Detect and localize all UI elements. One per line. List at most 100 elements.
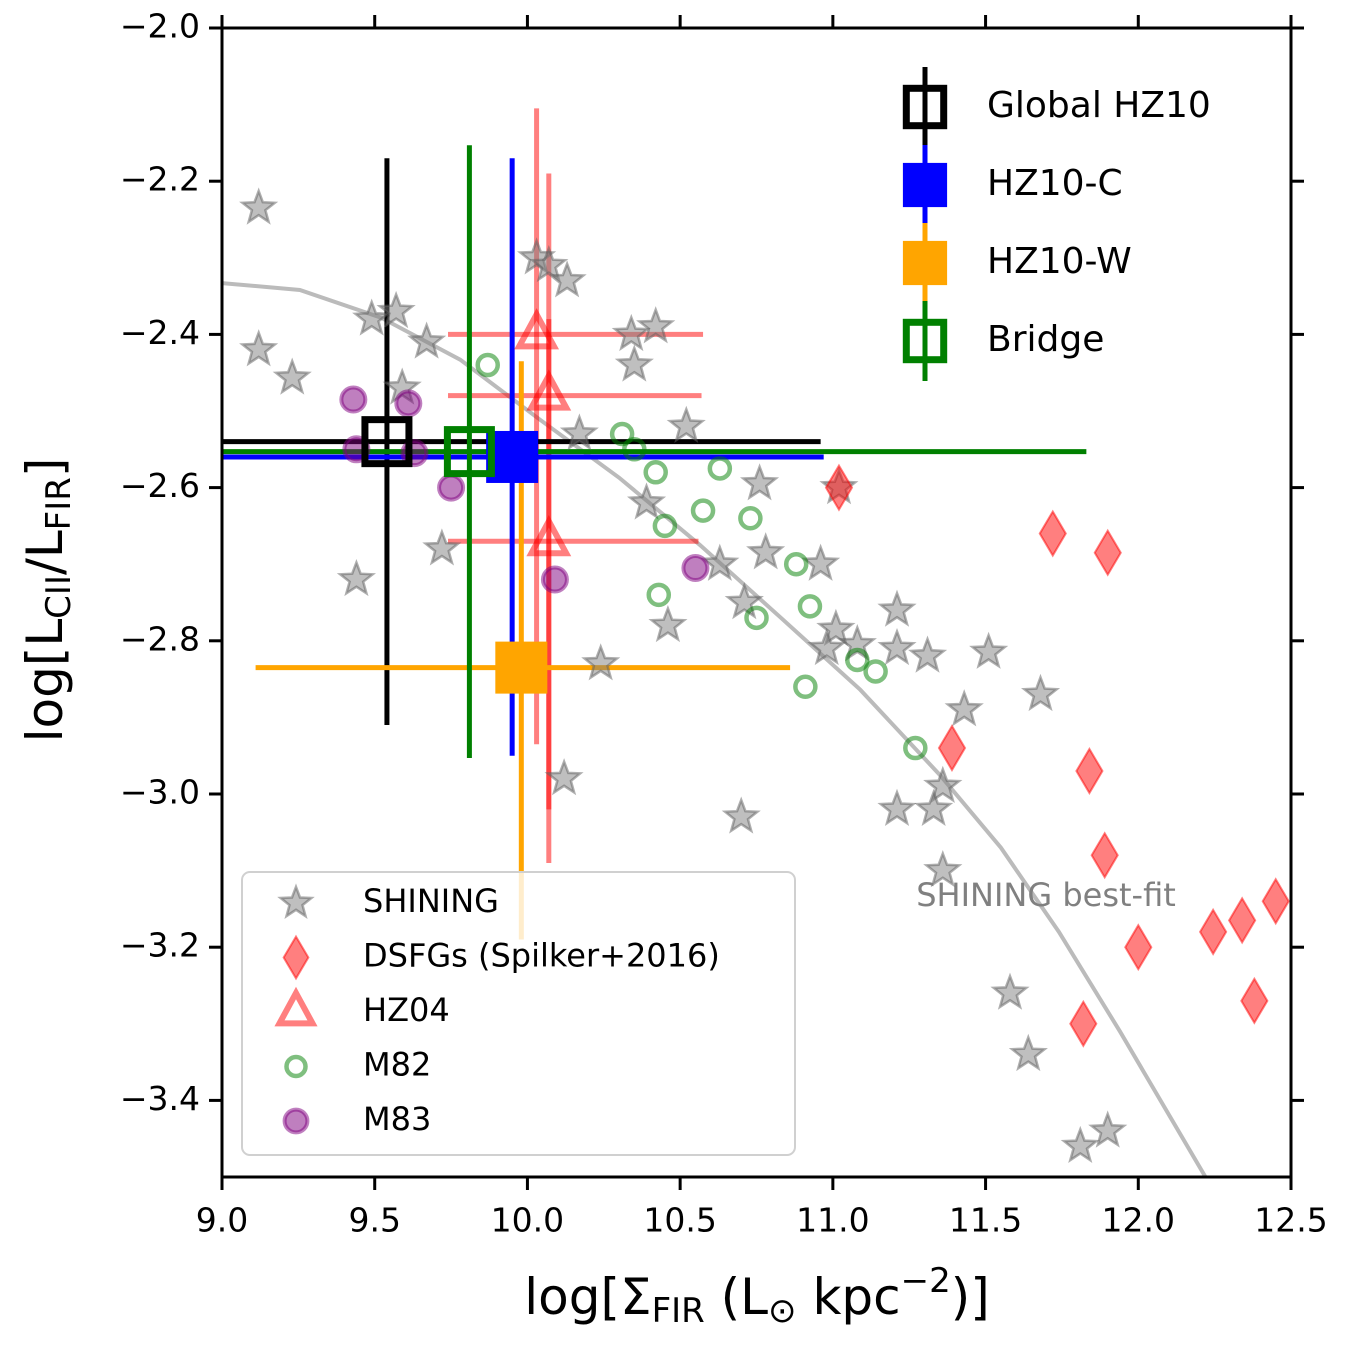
star-marker — [648, 604, 688, 643]
diamond-marker — [282, 934, 310, 981]
star-marker — [272, 357, 312, 395]
x-label-part: (L — [705, 1268, 768, 1326]
legend-label: DSFGs (Spilker+2016) — [363, 937, 720, 975]
y-label-part: log[L — [16, 619, 74, 743]
square-marker — [443, 426, 495, 478]
annotation: SHINING best-fit — [916, 876, 1176, 914]
diamond-marker — [1038, 509, 1067, 558]
circle-marker — [339, 385, 368, 414]
legend-label: M82 — [363, 1046, 431, 1084]
circle-marker — [646, 582, 672, 608]
x-tick-label: 10.0 — [491, 1201, 564, 1240]
y-tick-label: −2.2 — [120, 160, 200, 199]
legend-label: SHINING — [363, 882, 499, 920]
star-marker — [923, 765, 963, 803]
diamond-marker — [937, 724, 967, 773]
y-label-part: /L — [16, 530, 74, 575]
triangle-marker — [526, 369, 572, 411]
y-label-part: ] — [16, 458, 74, 478]
star-marker — [239, 187, 279, 225]
star-marker — [990, 972, 1030, 1010]
square-marker — [361, 416, 413, 468]
diamond-marker — [1198, 907, 1228, 956]
star-marker — [614, 344, 654, 382]
y-tick-label: −2.6 — [120, 466, 200, 505]
star-marker — [422, 528, 462, 566]
star-marker — [611, 313, 651, 352]
star-marker — [877, 627, 917, 666]
y-tick-label: −3.2 — [120, 926, 200, 965]
circle-marker — [622, 437, 647, 462]
star-marker — [376, 290, 416, 329]
diamond-marker — [1227, 896, 1257, 945]
star-marker — [336, 558, 376, 597]
legend-label: M83 — [363, 1100, 431, 1138]
star-marker — [801, 543, 841, 581]
x-label-part: kpc — [797, 1268, 901, 1326]
x-tick-label: 11.5 — [949, 1201, 1022, 1240]
axes-frame — [220, 26, 1293, 1179]
square-marker — [902, 162, 948, 208]
x-tick-label: 10.5 — [643, 1201, 716, 1240]
star-marker — [529, 244, 569, 283]
x-label-part: log[Σ — [524, 1268, 651, 1326]
star-marker — [700, 543, 740, 581]
diamond-marker — [1124, 923, 1153, 972]
star-marker — [559, 413, 599, 451]
star-marker — [877, 788, 917, 826]
star-marker — [908, 635, 948, 673]
star-marker — [724, 581, 764, 620]
star-marker — [1008, 1033, 1048, 1072]
circle-marker — [394, 389, 423, 418]
star-marker — [1088, 1110, 1128, 1148]
triangle-marker — [514, 308, 560, 350]
x-tick-label: 12.5 — [1254, 1201, 1327, 1240]
square-marker — [902, 318, 948, 364]
y-tick-label: −3.4 — [120, 1079, 200, 1118]
star-marker — [740, 463, 780, 501]
y-label-sub: FIR — [39, 477, 79, 530]
star-marker — [547, 260, 587, 298]
x-label-sub: ⊙ — [768, 1291, 797, 1331]
circle-marker — [744, 605, 769, 631]
circle-marker — [707, 456, 733, 481]
star-marker — [837, 624, 877, 662]
plot-area — [222, 108, 1290, 1177]
star-marker — [1060, 1125, 1100, 1164]
legend-label: Bridge — [987, 319, 1104, 360]
y-tick-label: −2.8 — [120, 619, 200, 658]
y-tick-label: −3.0 — [120, 773, 200, 812]
star-marker — [407, 321, 447, 359]
circle-marker — [863, 659, 888, 684]
star-marker — [807, 627, 847, 666]
triangle-marker — [274, 986, 318, 1027]
x-tick-label: 9.5 — [348, 1201, 400, 1240]
circle-marker — [437, 473, 466, 502]
star-marker — [923, 850, 963, 888]
diamond-marker — [1093, 528, 1122, 577]
x-axis-label: log[ΣFIR (L⊙ kpc−2)] — [524, 1261, 990, 1331]
star-marker — [581, 643, 621, 681]
star-marker — [816, 608, 856, 646]
legend-label: Global HZ10 — [987, 85, 1211, 126]
star-marker — [877, 589, 917, 627]
diamond-marker — [1240, 976, 1269, 1025]
star-marker — [944, 689, 984, 727]
fit-line — [222, 281, 1208, 1177]
star-marker — [352, 298, 392, 336]
star-marker — [277, 883, 315, 919]
square-marker — [495, 641, 548, 694]
circle-marker — [282, 1107, 310, 1135]
circle-marker — [783, 551, 809, 577]
ticks: 9.0 9.5 10.0 10.5 11.0 11.5 12.0 12.5 −2.0 −2.2 −2… — [120, 7, 1328, 1240]
triangle-marker — [526, 514, 572, 557]
circle-marker — [845, 647, 870, 673]
legend: SHINING DSFGs (Spilker+2016) HZ04 M82 M83 Glo… — [274, 67, 1211, 1138]
circle-marker — [681, 554, 710, 583]
circle-marker — [738, 505, 763, 531]
star-marker — [239, 329, 279, 367]
diamond-marker — [1090, 831, 1119, 880]
circle-marker — [793, 674, 818, 700]
x-tick-label: 11.0 — [796, 1201, 869, 1240]
